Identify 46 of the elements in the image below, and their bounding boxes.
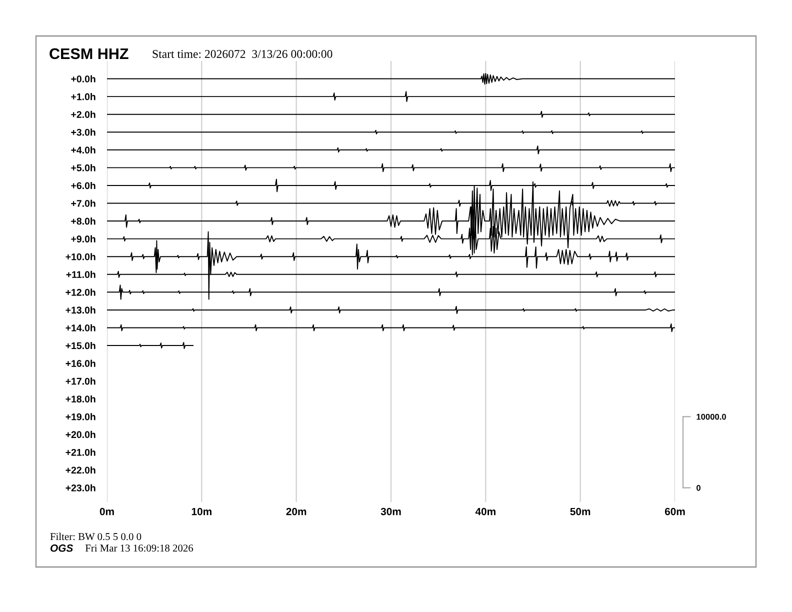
line-series bbox=[107, 110, 675, 118]
line-series bbox=[107, 146, 675, 154]
y-tick-label: +12.0h bbox=[66, 288, 96, 296]
y-tick-label: +19.0h bbox=[66, 413, 96, 420]
y-tick-label: +7.0h bbox=[71, 200, 96, 207]
y-tick-label: +1.0h bbox=[71, 93, 96, 100]
y-tick-label: +8.0h bbox=[71, 218, 96, 225]
y-tick-label: +4.0h bbox=[71, 146, 96, 154]
chart-subtitle: Start time: 2026072 3/13/26 00:00:00 bbox=[152, 50, 332, 58]
line-series bbox=[107, 306, 675, 314]
x-tick-label: 20m bbox=[286, 508, 306, 516]
line-series bbox=[107, 342, 194, 350]
y-tick-label: +3.0h bbox=[71, 128, 96, 136]
line-series bbox=[107, 323, 675, 332]
y-tick-label: +16.0h bbox=[66, 360, 96, 367]
x-tick-label: 10m bbox=[192, 508, 212, 516]
y-tick-label: +11.0h bbox=[66, 270, 96, 278]
x-tick-label: 40m bbox=[475, 508, 496, 516]
line-series bbox=[107, 72, 675, 85]
y-tick-label: +0.0h bbox=[71, 75, 96, 82]
chart-title: CESM HHZ bbox=[50, 48, 128, 60]
line-series bbox=[107, 91, 675, 102]
y-tick-label: +18.0h bbox=[66, 395, 96, 402]
y-tick-label: +17.0h bbox=[66, 378, 96, 385]
y-tick-label: +21.0h bbox=[66, 448, 96, 456]
y-tick-label: +9.0h bbox=[71, 235, 96, 242]
y-tick-label: +2.0h bbox=[71, 110, 96, 118]
x-tick-label: 30m bbox=[380, 508, 401, 516]
y-tick-label: +6.0h bbox=[71, 182, 96, 190]
y-tick-label: +14.0h bbox=[66, 324, 96, 332]
x-tick-label: 60m bbox=[664, 508, 685, 516]
y-tick-label: +22.0h bbox=[66, 466, 96, 474]
x-tick-label: 0m bbox=[100, 508, 114, 516]
text: Filter: BW 0.5 5 0.0 0 bbox=[50, 532, 142, 540]
y-tick-label: +15.0h bbox=[66, 342, 96, 350]
y2-tick-label: 0 bbox=[696, 484, 700, 491]
y-tick-label: +20.0h bbox=[66, 430, 96, 438]
y-tick-label: +5.0h bbox=[71, 164, 96, 172]
y2-tick-label: 10000.0 bbox=[696, 414, 726, 420]
y-tick-label: +13.0h bbox=[66, 306, 96, 314]
text: OGS bbox=[50, 544, 74, 552]
x-tick-label: 50m bbox=[570, 508, 590, 516]
text: Fri Mar 13 16:09:18 2026 bbox=[85, 544, 194, 552]
y-tick-label: +23.0h bbox=[66, 484, 96, 492]
y-tick-label: +10.0h bbox=[66, 253, 96, 260]
line-series bbox=[107, 163, 675, 172]
